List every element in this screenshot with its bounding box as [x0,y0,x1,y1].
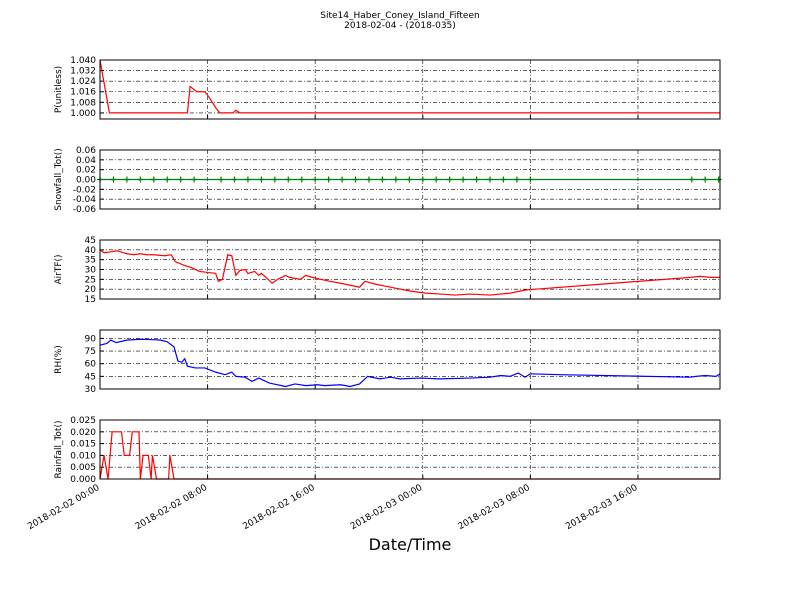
data-marker [231,176,238,183]
data-marker [446,176,453,183]
data-marker [527,176,534,183]
data-marker [487,176,494,183]
y-tick-label: 0.00 [76,176,96,186]
data-marker [473,176,480,183]
data-line [99,59,720,114]
y-tick-label: 45 [85,236,96,246]
y-tick-label: 90 [85,334,97,344]
x-tick-label: 2018-02-03 08:00 [457,483,532,532]
data-marker [702,176,709,183]
data-marker [339,176,346,183]
y-axis-label: AirTF() [54,254,64,284]
data-marker [715,176,722,183]
data-marker [177,176,184,183]
x-axis-label: Date/Time [369,535,452,554]
data-marker [392,176,399,183]
y-axis-label: Rainfall_Tot() [54,421,64,479]
y-tick-label: -0.06 [73,205,97,215]
y-tick-label: 15 [85,295,96,305]
y-tick-label: 45 [85,372,96,382]
y-tick-label: 1.016 [70,88,96,98]
data-marker [365,176,372,183]
x-tick-label: 2018-02-03 16:00 [564,483,639,532]
y-tick-label: 0.04 [76,156,96,166]
x-tick-label: 2018-02-02 08:00 [134,483,209,532]
data-marker [218,176,225,183]
data-marker [298,176,305,183]
x-tick-label: 2018-02-02 16:00 [241,483,316,532]
data-marker [110,176,117,183]
y-axis-label: RH(%) [54,345,64,374]
data-marker [688,176,695,183]
x-tick-label: 2018-02-02 00:00 [26,483,101,532]
y-tick-label: 0.015 [70,440,96,450]
plot-frame [99,329,721,390]
data-marker [352,176,359,183]
y-tick-label: 30 [85,266,97,276]
y-axis-label: Snowfall_Tot() [54,148,64,211]
y-tick-label: 20 [85,285,97,295]
y-tick-label: 1.040 [70,56,96,66]
y-tick-label: 60 [85,360,97,370]
chart-title: Site14_Haber_Coney_Island_Fifteen [320,11,479,21]
y-tick-label: 0.06 [76,146,96,156]
y-tick-label: 35 [85,256,96,266]
y-axis-label: P(unitless) [54,66,64,113]
y-tick-label: 0.025 [70,416,96,426]
y-tick-label: 0.010 [70,451,96,461]
y-tick-label: 0.005 [70,463,96,473]
data-marker [312,176,319,183]
data-line [99,249,720,296]
data-marker [191,176,198,183]
data-marker [379,176,386,183]
data-marker [164,176,171,183]
y-tick-label: 25 [85,275,96,285]
y-tick-label: 30 [85,385,97,395]
data-marker [123,176,130,183]
plot-frame [99,419,721,480]
data-marker [244,176,251,183]
data-marker [137,176,144,183]
data-marker [325,176,332,183]
y-tick-label: -0.02 [73,185,96,195]
data-marker [258,176,265,183]
data-marker [460,176,467,183]
y-tick-label: 1.032 [70,67,96,77]
data-marker [500,176,507,183]
y-tick-label: 1.008 [70,98,96,108]
plot-frame [99,149,721,210]
y-tick-label: 1.024 [70,77,96,87]
y-tick-label: 75 [85,347,96,357]
y-tick-label: 40 [85,246,97,256]
data-marker [419,176,426,183]
data-marker [513,176,520,183]
data-marker [406,176,413,183]
chart-subtitle: 2018-02-04 - (2018-035) [344,21,456,31]
y-tick-label: 1.000 [70,109,96,119]
y-tick-label: -0.04 [73,195,97,205]
data-marker [271,176,278,183]
data-marker [285,176,292,183]
data-line [99,338,721,388]
x-tick-label: 2018-02-03 00:00 [349,483,424,532]
plot-frame [99,59,721,120]
plot-frame [99,239,721,300]
y-tick-label: 0.02 [76,166,96,176]
data-marker [433,176,440,183]
y-tick-label: 0.020 [70,428,96,438]
y-tick-label: 0.000 [70,475,96,485]
data-marker [150,176,157,183]
